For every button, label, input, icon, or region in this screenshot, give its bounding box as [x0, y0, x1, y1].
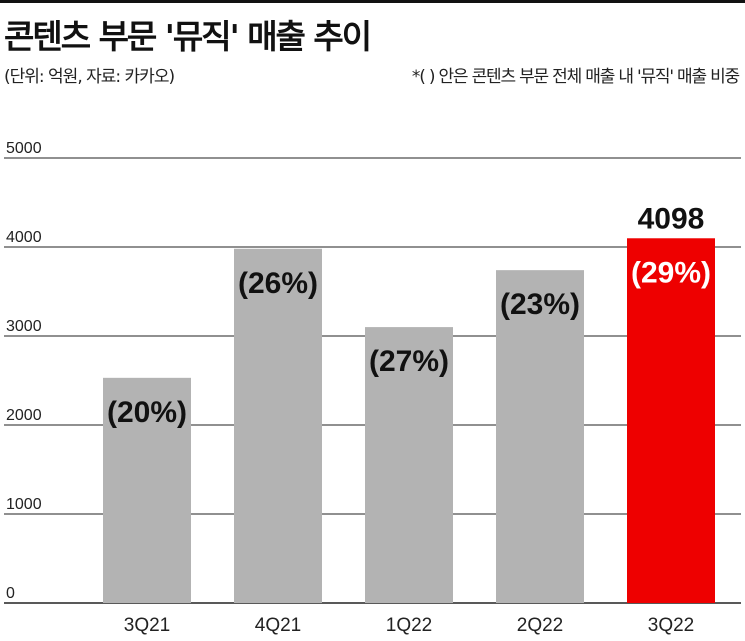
percent-label: (29%) — [631, 256, 711, 289]
bar-3Q22 — [627, 238, 715, 603]
y-tick-label: 1000 — [6, 496, 42, 513]
x-tick-label: 1Q22 — [386, 615, 432, 636]
x-tick-label: 3Q21 — [124, 615, 170, 636]
bar-1Q22 — [365, 327, 453, 603]
x-tick-label: 4Q21 — [255, 615, 301, 636]
bar-2Q22 — [496, 270, 584, 603]
chart-title: 콘텐츠 부문 '뮤직' 매출 추이 — [4, 17, 372, 56]
bar-4Q21 — [234, 248, 322, 603]
y-tick-label: 0 — [6, 585, 15, 602]
percent-label: (27%) — [369, 345, 449, 378]
y-tick-label: 5000 — [6, 140, 42, 157]
chart-note: *( ) 안은 콘텐츠 부문 전체 매출 내 '뮤직' 매출 비중 — [411, 67, 740, 87]
chart-subtitle: (단위: 억원, 자료: 카카오) — [4, 67, 175, 87]
y-tick-label: 4000 — [6, 229, 42, 246]
y-tick-label: 2000 — [6, 407, 42, 424]
percent-label: (26%) — [238, 267, 318, 300]
x-tick-label: 2Q22 — [517, 615, 563, 636]
value-label: 4098 — [638, 202, 705, 235]
percent-label: (23%) — [500, 288, 580, 321]
percent-label: (20%) — [107, 396, 187, 429]
bar-3Q21 — [103, 377, 191, 603]
top-rule — [0, 0, 745, 3]
x-tick-label: 3Q22 — [648, 615, 694, 636]
y-tick-label: 3000 — [6, 318, 42, 335]
